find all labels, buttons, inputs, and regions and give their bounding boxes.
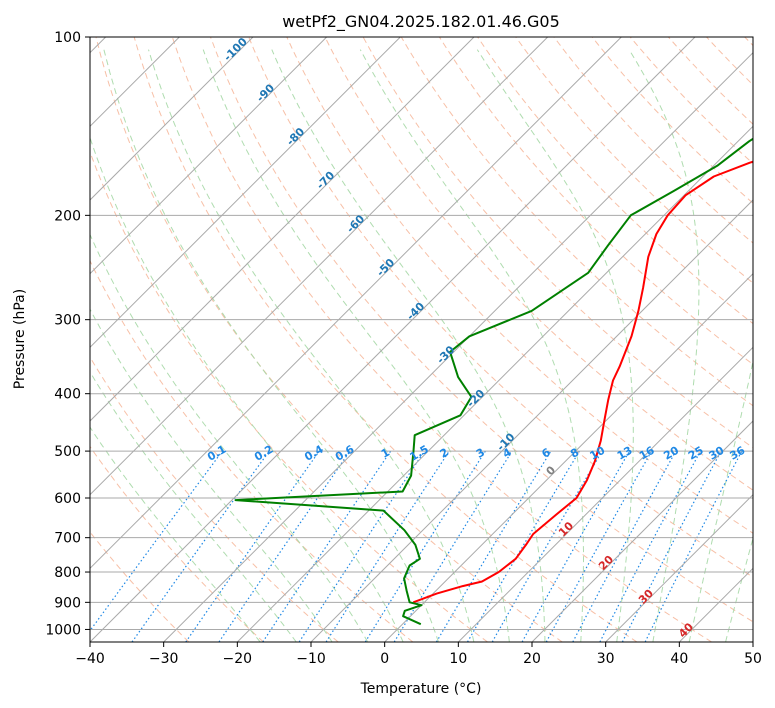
dry-adiabat [591,37,753,204]
x-tick-label: −20 [223,651,253,667]
plot-area: -100-90-80-70-60-50-40-30-20-10010203040… [90,37,753,642]
dry-adiabat [90,445,264,642]
dry-adiabat [629,37,753,165]
dry-adiabat [133,37,638,642]
mixing-ratio-line [521,450,631,642]
isotherm-line [90,37,328,275]
dry-adiabat [171,37,712,642]
moist-adiabat [271,49,546,642]
moist-adiabat [90,136,404,642]
y-tick-label: 200 [54,208,81,224]
moist-adiabat [90,233,369,642]
x-tick-label: 40 [670,651,688,667]
moist-adiabat [90,426,261,642]
y-tick-label: 1000 [45,622,81,638]
isotherm-line [605,493,753,642]
isotherm-line [236,125,753,642]
moist-adiabat [628,49,700,642]
mixing-ratio-line [90,450,223,632]
y-tick-label: 300 [54,313,81,329]
mixing-ratio-line [185,450,320,642]
y-axis-title: Pressure (hPa) [12,289,28,389]
y-tick-label: 100 [54,30,81,46]
x-tick-label: 0 [380,651,389,667]
isotherm-line [384,272,753,642]
isotherm-line [90,37,475,422]
dry-adiabat [400,37,753,407]
dry-adiabat [515,37,753,284]
mixing-ratio-line [644,450,743,642]
moist-adiabat [90,370,297,642]
temperature-profile [412,160,753,604]
profile-series [234,137,753,626]
moist-adiabats [90,49,753,642]
x-tick-label: 10 [449,651,467,667]
dry-adiabat [324,37,753,491]
plot-frame [89,36,754,643]
y-tick-label: 400 [54,387,81,403]
isotherm-line [90,37,622,570]
mixing-ratio-line [218,450,351,642]
x-axis-title: Temperature (°C) [360,681,482,697]
x-tick-label: 30 [597,651,615,667]
isotherm-line [457,346,753,642]
y-tick-label: 900 [54,595,81,611]
moist-adiabat [103,49,439,642]
chart-title: wetPf2_GN04.2025.182.01.46.G05 [282,12,560,32]
isotherm-line [531,420,753,642]
dry-adiabat [95,37,563,642]
dry-adiabat [90,259,414,642]
mixing-ratio-line [325,450,450,642]
isotherm-line [90,37,549,496]
x-tick-label: −10 [296,651,326,667]
dewpoint-profile [234,137,753,626]
y-axis: 100 200 300 400 500 600 700 800 900 1000 [45,30,90,638]
mixing-ratio-line [131,450,270,642]
y-tick-label: 800 [54,565,81,581]
y-tick-label: 500 [54,444,81,460]
moist-adiabat [148,49,475,642]
mixing-ratio-line [298,450,425,642]
x-tick-label: −40 [75,651,105,667]
x-tick-label: 50 [744,651,762,667]
y-tick-label: 700 [54,531,81,547]
isotherm-line [90,37,401,349]
pressure-gridlines [90,37,753,630]
mixing-ratio-line [545,450,653,642]
y-tick-label: 600 [54,491,81,507]
isotherm-line [90,37,254,201]
moist-adiabat [725,536,753,642]
x-tick-label: −30 [149,651,179,667]
moist-adiabat [476,49,634,642]
dry-adiabat [248,37,753,578]
moist-adiabat [202,49,510,642]
mixing-ratio-line [572,450,677,642]
x-axis: −40 −30 −20 −10 0 10 20 30 40 50 [75,642,762,667]
moist-adiabat [90,308,333,642]
mixing-ratio-line [393,450,513,642]
dry-adiabat [210,37,753,623]
dry-adiabat [477,37,753,325]
moist-adiabat [688,359,753,642]
isotherm-line [90,37,696,642]
x-tick-label: 20 [523,651,541,667]
